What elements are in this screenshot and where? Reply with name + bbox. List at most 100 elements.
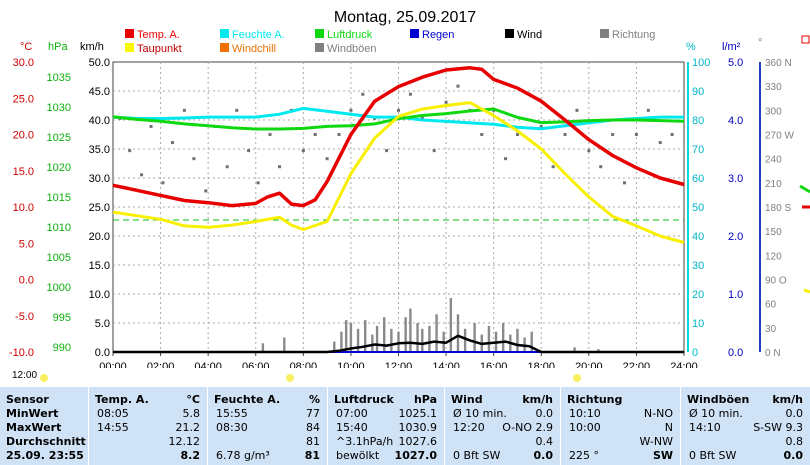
direction-dot (247, 149, 251, 153)
direction-dot (337, 133, 341, 136)
legend-label: Richtung (612, 29, 655, 41)
stats-column-title: Feuchte A. (214, 393, 281, 406)
gust-bar (487, 325, 491, 352)
stats-column-unit: km/h (772, 393, 803, 406)
legend-swatch (315, 43, 324, 52)
legend-label: Windchill (232, 43, 276, 55)
direction-dot (563, 133, 567, 136)
direction-dot (420, 116, 424, 120)
direction-dot (385, 149, 389, 153)
percent-tick: 10 (692, 318, 704, 330)
stats-cell-value: 0.8 (785, 435, 804, 448)
direction-tick: 270 W (765, 131, 794, 142)
direction-dot (599, 165, 603, 169)
percent-tick: 40 (692, 231, 704, 243)
hpa-tick: 1015 (47, 192, 71, 204)
stats-cell-value: 0.0 (535, 407, 554, 420)
gust-bar (349, 323, 353, 352)
gust-bar (501, 323, 505, 352)
edge-box-marker (801, 35, 810, 44)
legend-swatch (505, 29, 514, 38)
legend-label: Luftdruck (327, 29, 373, 41)
stats-cell-value: S-SW 9.3 (753, 421, 803, 434)
hpa-tick: 995 (53, 312, 71, 324)
kmh-tick: 50.0 (89, 57, 110, 69)
kmh-tick: 25.0 (89, 202, 110, 214)
stats-cell-sub: 08:05 (97, 407, 129, 420)
direction-tick: 180 S (765, 203, 791, 214)
stats-column-title: Richtung (567, 393, 623, 406)
rain-tick: 2.0 (728, 231, 743, 243)
hpa-tick: 1000 (47, 282, 71, 294)
sunrise-icon (286, 374, 294, 382)
direction-tick: 120 (765, 251, 782, 262)
direction-dot (670, 133, 674, 136)
celsius-tick: 25.0 (13, 93, 34, 105)
celsius-tick: 15.0 (13, 166, 34, 178)
stats-cell-sub: Ø 10 min. (689, 407, 743, 420)
direction-dot (170, 141, 174, 145)
legend-swatch (220, 29, 229, 38)
kmh-tick: 0.0 (95, 347, 110, 359)
series-lines (112, 66, 685, 354)
axis-units: °C hPa km/h% l/m² ° (20, 37, 762, 53)
stats-column: Wind km/h Ø 10 min. 0.0 12:20 O-NO 2.9 0.4 0 Bf… (444, 387, 561, 465)
series-line-wind (113, 334, 684, 354)
kmh-tick: 35.0 (89, 144, 110, 156)
legend-swatch (410, 29, 419, 38)
direction-dot (349, 108, 353, 112)
gust-bar (344, 320, 348, 352)
direction-tick: 150 (765, 227, 782, 238)
hpa-tick: 1035 (47, 72, 71, 84)
gust-bar (435, 314, 438, 352)
direction-tick: 90 O (765, 276, 787, 287)
gust-bar (409, 308, 412, 352)
stats-cell-value: 1030.9 (398, 421, 438, 434)
celsius-tick: 0.0 (19, 275, 34, 287)
legend-label: Taupunkt (137, 43, 182, 55)
legend: Temp. A. Feuchte A. Luftdruck Regen Wind Rich… (125, 29, 655, 55)
kmh-tick: 40.0 (89, 115, 110, 127)
direction-tick: 30 (765, 324, 777, 335)
direction-dot (140, 173, 144, 177)
stats-cell-value: 21.2 (175, 421, 201, 434)
hpa-tick: 1025 (47, 132, 71, 144)
stats-row-label: 25.09. 23:55 (6, 449, 84, 462)
stats-cell-sub: 10:00 (569, 421, 601, 434)
stats-column-unit: km/h (522, 393, 553, 406)
gust-bar (390, 328, 393, 352)
stats-cell-sub: ^3.1hPa/h (336, 435, 394, 448)
celsius-tick: -5.0 (15, 311, 34, 323)
direction-dot (301, 149, 305, 153)
direction-dot (432, 149, 436, 153)
weather-chart: Montag, 25.09.2017 Temp. A. Feuchte A. Luf… (9, 9, 810, 373)
percent-tick: 50 (692, 202, 704, 214)
stats-column-title: Temp. A. (95, 393, 149, 406)
stats-cell-value: W-NW (639, 435, 673, 448)
stats-cell-value: 77 (306, 407, 320, 420)
stats-cell-sub: bewölkt (336, 449, 380, 462)
stats-column-title: Luftdruck (334, 393, 394, 406)
rain-tick: 0.0 (728, 347, 743, 359)
stats-cell-sub: 12:20 (453, 421, 485, 434)
gust-bar (363, 320, 367, 352)
stats-cell-value: 84 (306, 421, 320, 434)
sun-row: 12:00 (0, 368, 810, 386)
gust-bar (516, 328, 519, 352)
direction-dot (204, 189, 208, 193)
celsius-unit: °C (20, 41, 32, 53)
stats-cell-sub: 0 Bft SW (453, 449, 501, 462)
gust-bar (530, 331, 533, 352)
stats-cell-value: 0.4 (535, 435, 554, 448)
stats-column-unit: °C (186, 393, 200, 406)
legend-label: Temp. A. (137, 29, 180, 41)
kmh-tick: 5.0 (95, 318, 110, 330)
rain-tick: 1.0 (728, 289, 743, 301)
stats-cell-value: N (664, 421, 673, 434)
stats-column-title: Wind (451, 393, 483, 406)
stats-cell-value: SW (652, 449, 673, 462)
legend-swatch (315, 29, 324, 38)
stats-column: Temp. A. °C 08:05 5.8 14:55 21.2 12.12 8.2 (88, 387, 208, 465)
stats-cell-value: 81 (304, 449, 320, 462)
direction-tick: 360 N (765, 58, 792, 69)
